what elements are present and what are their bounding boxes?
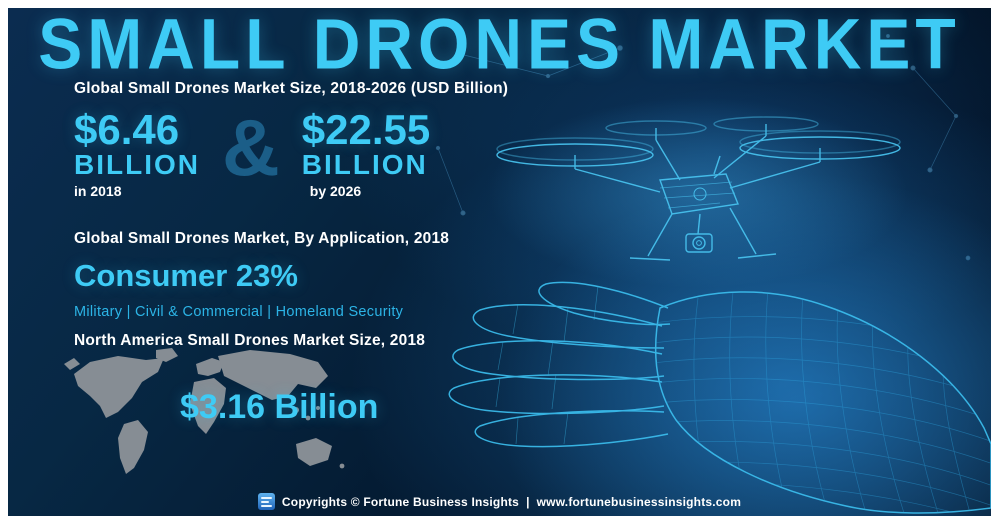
value-2026: $22.55 <box>301 106 431 153</box>
market-size-2026: $22.55 BILLION by 2026 <box>301 106 431 200</box>
caption-2026: by 2026 <box>309 183 362 200</box>
world-map-continents <box>64 348 345 474</box>
market-size-heading: Global Small Drones Market Size, 2018-20… <box>74 80 509 97</box>
drone-wireframe-illustration <box>496 116 901 261</box>
application-section: Global Small Drones Market, By Applicati… <box>74 230 449 320</box>
market-size-figures: $6.46 BILLION in 2018 & $22.55 BILLION b… <box>74 103 508 200</box>
application-heading: Global Small Drones Market, By Applicati… <box>74 230 450 247</box>
footer-url[interactable]: www.fortunebusinessinsights.com <box>536 494 742 509</box>
north-america-value: $3.16 Billion <box>180 388 379 426</box>
world-map <box>60 348 360 493</box>
leading-segment-value: Consumer 23% <box>74 258 298 293</box>
north-america-section: North America Small Drones Market Size, … <box>74 332 425 350</box>
caption-2018: in 2018 <box>74 183 122 200</box>
main-title: SMALL DRONES MARKET <box>38 8 961 84</box>
infographic-canvas: SMALL DRONES MARKET Global Small Drones … <box>8 8 991 516</box>
value-2018: $6.46 <box>74 106 180 153</box>
hand-wireframe-illustration <box>448 281 991 514</box>
unit-2026: BILLION <box>301 148 428 180</box>
other-segments: Military | Civil & Commercial | Homeland… <box>74 304 404 320</box>
unit-2018: BILLION <box>74 148 200 180</box>
fortune-business-insights-logo-icon <box>257 493 275 510</box>
footer-separator: | <box>526 494 530 509</box>
footer-copyright: Copyrights © Fortune Business Insights <box>281 494 520 509</box>
footer: Copyrights © Fortune Business Insights |… <box>8 493 991 510</box>
north-america-heading: North America Small Drones Market Size, … <box>74 332 426 349</box>
market-size-2018: $6.46 BILLION in 2018 <box>74 106 200 200</box>
market-size-section: Global Small Drones Market Size, 2018-20… <box>74 80 508 199</box>
ampersand: & <box>222 103 280 192</box>
